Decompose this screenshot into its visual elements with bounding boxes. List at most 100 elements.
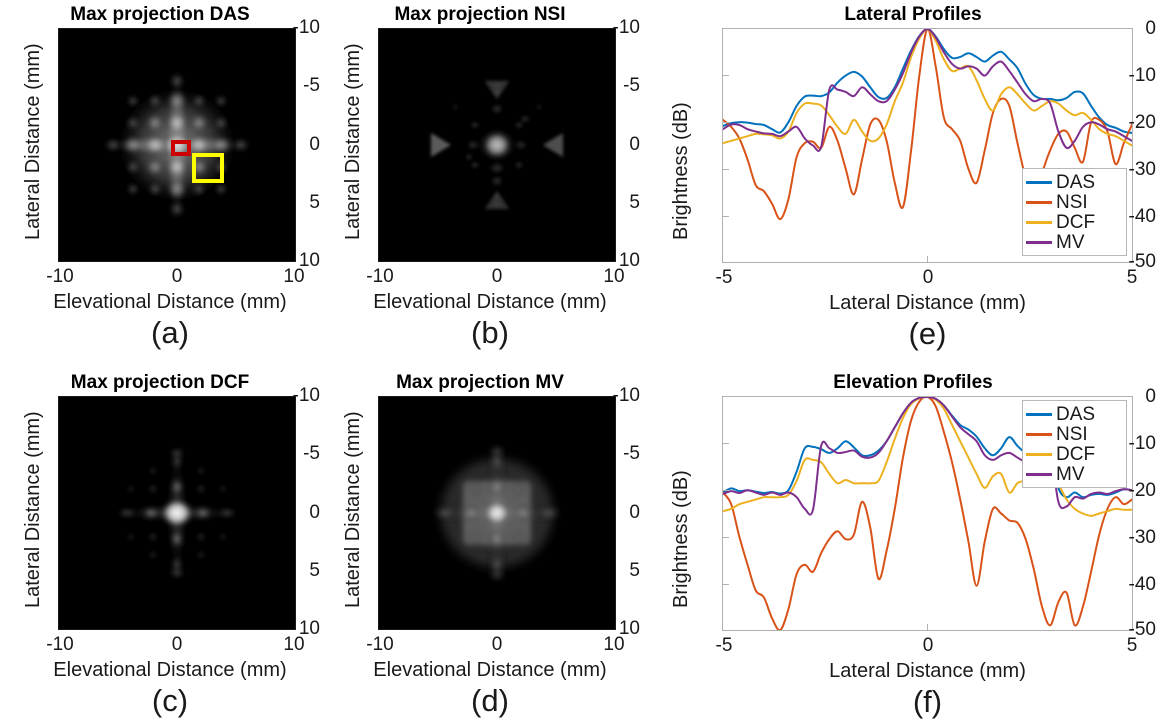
panel-d-xtick-2: 10 xyxy=(603,634,625,655)
legend-label-nsi: NSI xyxy=(1056,191,1088,213)
panel-f: Elevation Profiles 0 -10 -20 -30 -40 -50… xyxy=(640,360,1156,720)
panel-e-title: Lateral Profiles xyxy=(844,4,982,25)
legend-swatch-dcf xyxy=(1026,220,1052,224)
panel-a-title: Max projection DAS xyxy=(70,4,250,25)
panel-e-tick-y-30 xyxy=(722,169,729,170)
panel-c-title: Max projection DCF xyxy=(70,372,250,393)
panel-a: Max projection DAS xyxy=(0,0,320,360)
legend-row-dcf: DCF xyxy=(1026,212,1121,232)
panel-b-ytick-2: 0 xyxy=(629,134,640,155)
series-line-nsi xyxy=(723,397,1132,630)
panel-a-ylabel: Lateral Distance (mm) xyxy=(22,43,44,240)
panel-a-ytick-2: 0 xyxy=(309,134,320,155)
panel-b-xlabel: Elevational Distance (mm) xyxy=(373,291,607,313)
panel-f-title: Elevation Profiles xyxy=(833,372,993,393)
panel-d-letter: (d) xyxy=(471,683,509,718)
panel-d-image xyxy=(378,396,616,630)
panel-e-ytick-4: -40 xyxy=(1128,206,1156,227)
panel-f-ytick-1: -10 xyxy=(1128,433,1156,454)
series-line-dcf xyxy=(723,29,1132,147)
panel-c-xtick-1: 0 xyxy=(171,634,183,655)
panel-f-legend[interactable]: DAS NSI DCF MV xyxy=(1022,400,1127,488)
panel-b-title: Max projection NSI xyxy=(394,4,566,25)
panel-b-letter: (b) xyxy=(471,315,509,350)
panel-e-ytick-0: 0 xyxy=(1145,18,1156,39)
legend-row-nsi: NSI xyxy=(1026,192,1121,212)
panel-f-ytick-0: 0 xyxy=(1145,386,1156,407)
panel-f-xlabel: Lateral Distance (mm) xyxy=(829,660,1026,682)
panel-e-tick-y-10 xyxy=(722,75,729,76)
panel-e-ytick-5: -50 xyxy=(1128,251,1156,272)
panel-a-ytick-0: -10 xyxy=(292,17,320,38)
panel-f-ytick-3: -30 xyxy=(1128,527,1156,548)
legend-swatch-das xyxy=(1026,180,1052,184)
panel-e-letter: (e) xyxy=(908,316,947,351)
panel-a-image xyxy=(58,28,296,262)
panel-f-tick-y-30 xyxy=(722,537,729,538)
elevation-profiles-chart xyxy=(723,397,1132,630)
background-roi-yellow xyxy=(192,153,224,183)
panel-e-ytick-1: -10 xyxy=(1128,65,1156,86)
panel-f-tick-y-20 xyxy=(722,490,729,491)
legend-swatch-mv xyxy=(1026,472,1052,476)
panel-a-xlabel: Elevational Distance (mm) xyxy=(53,291,287,313)
panel-d-xtick-1: 0 xyxy=(491,634,503,655)
panel-d-xlabel: Elevational Distance (mm) xyxy=(373,659,607,681)
panel-d-ytick-4: 10 xyxy=(618,618,640,639)
legend-row-dcf: DCF xyxy=(1026,444,1121,464)
panel-f-xtick-0: -5 xyxy=(715,635,733,656)
series-line-mv xyxy=(723,29,1132,152)
panel-e-legend[interactable]: DAS NSI DCF MV xyxy=(1022,168,1127,256)
panel-e-xtick-1: 0 xyxy=(922,267,934,288)
panel-c-ytick-1: -5 xyxy=(303,443,320,464)
mv-projection-image xyxy=(379,397,615,629)
legend-swatch-das xyxy=(1026,412,1052,416)
panel-d-ytick-0: -10 xyxy=(612,385,640,406)
panel-f-letter: (f) xyxy=(912,684,943,719)
legend-label-dcf: DCF xyxy=(1056,211,1096,233)
panel-e-tick-y-40 xyxy=(722,216,729,217)
panel-a-xtick-1: 0 xyxy=(171,266,183,287)
panel-c-xtick-2: 10 xyxy=(283,634,305,655)
panel-c-ytick-4: 10 xyxy=(298,618,320,639)
legend-swatch-nsi xyxy=(1026,200,1052,204)
panel-c-letter: (c) xyxy=(151,683,189,718)
panel-e-xtick-2: 5 xyxy=(1126,267,1138,288)
panel-f-ylabel: Brightness (dB) xyxy=(670,470,692,608)
lateral-profiles-chart xyxy=(723,29,1132,221)
panel-a-xtick-2: 10 xyxy=(283,266,305,287)
panel-f-tick-y-10 xyxy=(722,443,729,444)
legend-row-nsi: NSI xyxy=(1026,424,1121,444)
panel-a-xtick-0: -10 xyxy=(46,266,74,287)
legend-row-das: DAS xyxy=(1026,404,1121,424)
panel-d-ytick-1: -5 xyxy=(623,443,640,464)
panel-d: Max projection MV xyxy=(320,360,640,720)
panel-d-title: Max projection MV xyxy=(396,372,564,393)
panel-b-xtick-0: -10 xyxy=(366,266,394,287)
panel-b-ytick-1: -5 xyxy=(623,75,640,96)
panel-e-tick-x-mid xyxy=(927,256,928,263)
panel-b: Max projection NSI xyxy=(320,0,640,360)
legend-label-das: DAS xyxy=(1056,403,1096,425)
panel-e-ytick-3: -30 xyxy=(1128,159,1156,180)
legend-row-mv: MV xyxy=(1026,232,1121,252)
legend-label-nsi: NSI xyxy=(1056,423,1088,445)
panel-f-axes xyxy=(722,396,1133,631)
legend-row-mv: MV xyxy=(1026,464,1121,484)
panel-f-xtick-1: 0 xyxy=(922,635,934,656)
panel-b-ylabel: Lateral Distance (mm) xyxy=(342,43,364,240)
panel-c-xtick-0: -10 xyxy=(46,634,74,655)
legend-swatch-dcf xyxy=(1026,452,1052,456)
panel-e: Lateral Profiles 0 -10 -20 -30 -40 -50 -… xyxy=(640,0,1156,360)
legend-row-das: DAS xyxy=(1026,172,1121,192)
panel-d-xtick-0: -10 xyxy=(366,634,394,655)
legend-swatch-mv xyxy=(1026,240,1052,244)
panel-c: Max projection DCF xyxy=(0,360,320,720)
series-line-mv xyxy=(723,397,1132,516)
panel-a-letter: (a) xyxy=(151,315,189,350)
panel-e-ylabel: Brightness (dB) xyxy=(670,102,692,240)
nsi-projection-image xyxy=(379,29,615,261)
panel-d-ytick-3: 5 xyxy=(629,560,640,581)
panel-a-ytick-4: 10 xyxy=(298,250,320,271)
panel-c-image xyxy=(58,396,296,630)
